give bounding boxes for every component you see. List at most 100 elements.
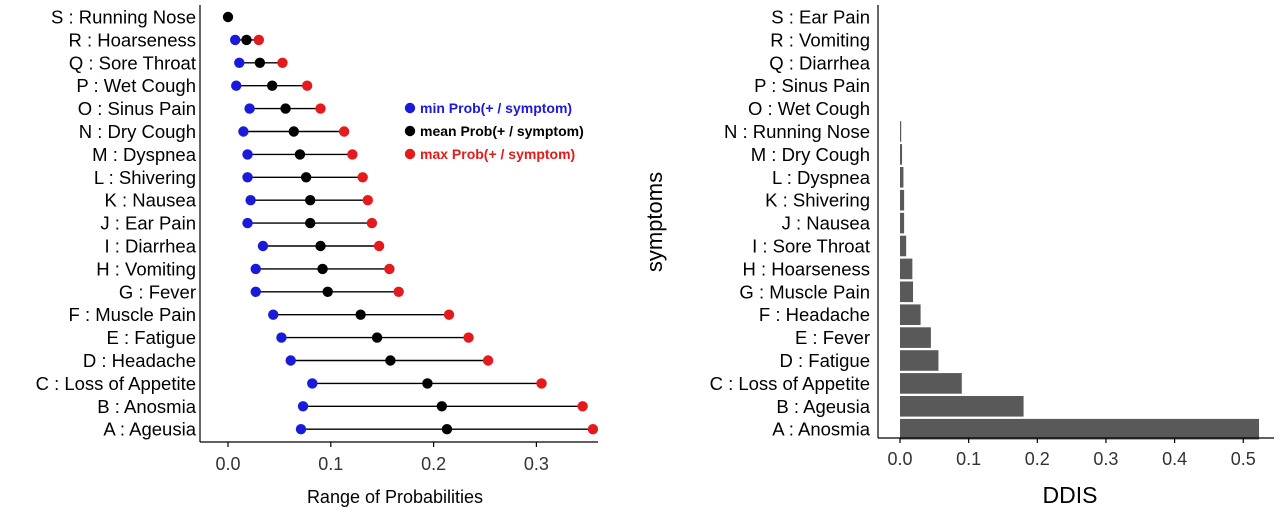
x-tick-label: 0.3	[1093, 449, 1118, 469]
x-tick-label: 0.1	[318, 454, 343, 474]
x-tick-label: 0.0	[887, 449, 912, 469]
min-point	[250, 286, 261, 297]
ddis-bar	[900, 304, 921, 325]
mean-point	[305, 195, 316, 206]
min-point	[238, 126, 249, 137]
mean-point	[288, 126, 299, 137]
max-point	[384, 263, 395, 275]
max-point	[347, 149, 358, 160]
symptom-label: N : Running Nose	[724, 121, 870, 142]
min-point	[242, 217, 253, 229]
mean-point	[317, 263, 328, 275]
symptom-label: H : Vomiting	[96, 258, 196, 279]
symptom-label: D : Headache	[83, 350, 196, 371]
symptom-label: K : Nausea	[104, 190, 196, 211]
symptom-label: O : Wet Cough	[748, 98, 870, 119]
symptom-label: F : Muscle Pain	[69, 304, 197, 325]
max-point	[577, 401, 588, 412]
x-axis-label: DDIS	[1043, 482, 1098, 508]
x-tick-label: 0.0	[215, 454, 240, 474]
ddis-bar	[900, 327, 931, 348]
min-point	[250, 263, 261, 275]
mean-point	[422, 378, 433, 389]
mean-point	[294, 149, 306, 160]
min-point	[244, 103, 255, 114]
x-tick-label: 0.3	[524, 454, 549, 474]
mean-point	[222, 11, 234, 23]
symptom-label: N : Dry Cough	[79, 121, 196, 142]
mean-point	[280, 103, 291, 114]
symptom-label: M : Dry Cough	[751, 144, 870, 165]
legend-label: mean Prob(+ / symptom)	[420, 123, 584, 139]
symptom-label: J : Ear Pain	[100, 213, 196, 234]
max-point	[373, 240, 385, 252]
min-point	[297, 401, 309, 412]
ddis-bar	[900, 281, 914, 303]
min-point	[257, 240, 269, 252]
ddis-bars	[900, 121, 1260, 440]
mean-point	[385, 355, 396, 366]
mean-point	[254, 57, 266, 68]
ddis-bar	[900, 418, 1260, 440]
mean-point	[355, 309, 366, 320]
mean-point	[436, 401, 448, 412]
legend-marker	[404, 125, 416, 137]
min-point	[268, 309, 279, 320]
max-point	[253, 34, 265, 46]
symptom-label: M : Dyspnea	[92, 144, 197, 165]
max-point	[463, 332, 474, 343]
symptom-label: I : Diarrhea	[104, 236, 196, 257]
max-point	[277, 57, 288, 68]
symptom-label: Q : Diarrhea	[769, 52, 870, 73]
symptom-label: P : Sinus Pain	[754, 75, 870, 96]
x-tick-label: 0.2	[1025, 449, 1050, 469]
ddis-bar	[900, 212, 905, 234]
symptom-label: G : Muscle Pain	[739, 281, 870, 302]
mean-point	[267, 80, 278, 91]
symptom-label: I : Sore Throat	[752, 236, 870, 257]
max-point	[301, 80, 313, 91]
max-point	[366, 217, 378, 229]
x-tick-label: 0.1	[956, 449, 981, 469]
ddis-bar	[900, 258, 913, 280]
ddis-bar	[900, 189, 905, 211]
symptom-label: O : Sinus Pain	[78, 98, 196, 119]
x-axis-label: Range of Probabilities	[307, 487, 483, 507]
min-point	[231, 80, 242, 91]
symptom-label: P : Wet Cough	[76, 75, 196, 96]
ddis-bar	[900, 373, 962, 394]
min-point	[234, 57, 245, 68]
min-point	[307, 378, 318, 389]
symptom-label: D : Fatigue	[780, 350, 871, 371]
ddis-bar	[900, 396, 1024, 417]
symptom-label: L : Dyspnea	[772, 167, 871, 188]
legend-marker	[404, 148, 416, 160]
min-point	[295, 424, 307, 435]
min-point	[276, 332, 287, 343]
max-point	[482, 355, 494, 366]
max-point	[362, 195, 374, 206]
ddis-bar	[900, 121, 902, 142]
ddis-bar	[900, 235, 907, 257]
min-point	[245, 195, 256, 206]
y-axis-label: symptoms	[642, 172, 667, 272]
range-segments	[235, 39, 593, 430]
legend-marker	[404, 102, 416, 114]
max-point	[338, 126, 350, 137]
min-point	[242, 149, 253, 160]
mean-point	[315, 240, 326, 252]
x-axis-ticks: 0.0 0.1 0.2 0.3 0.4 0.5	[887, 438, 1256, 469]
legend-label: max Prob(+ / symptom)	[420, 146, 575, 162]
symptom-label: C : Loss of Appetite	[710, 373, 870, 394]
mean-point	[371, 332, 383, 343]
mean-point	[305, 217, 316, 229]
ddis-bar	[900, 167, 904, 188]
x-axis-ticks: 0.0 0.1 0.2 0.3	[215, 442, 549, 474]
symptom-label: B : Ageusia	[776, 396, 870, 417]
symptom-label: J : Nausea	[782, 213, 871, 234]
legend-label: min Prob(+ / symptom)	[420, 100, 572, 116]
